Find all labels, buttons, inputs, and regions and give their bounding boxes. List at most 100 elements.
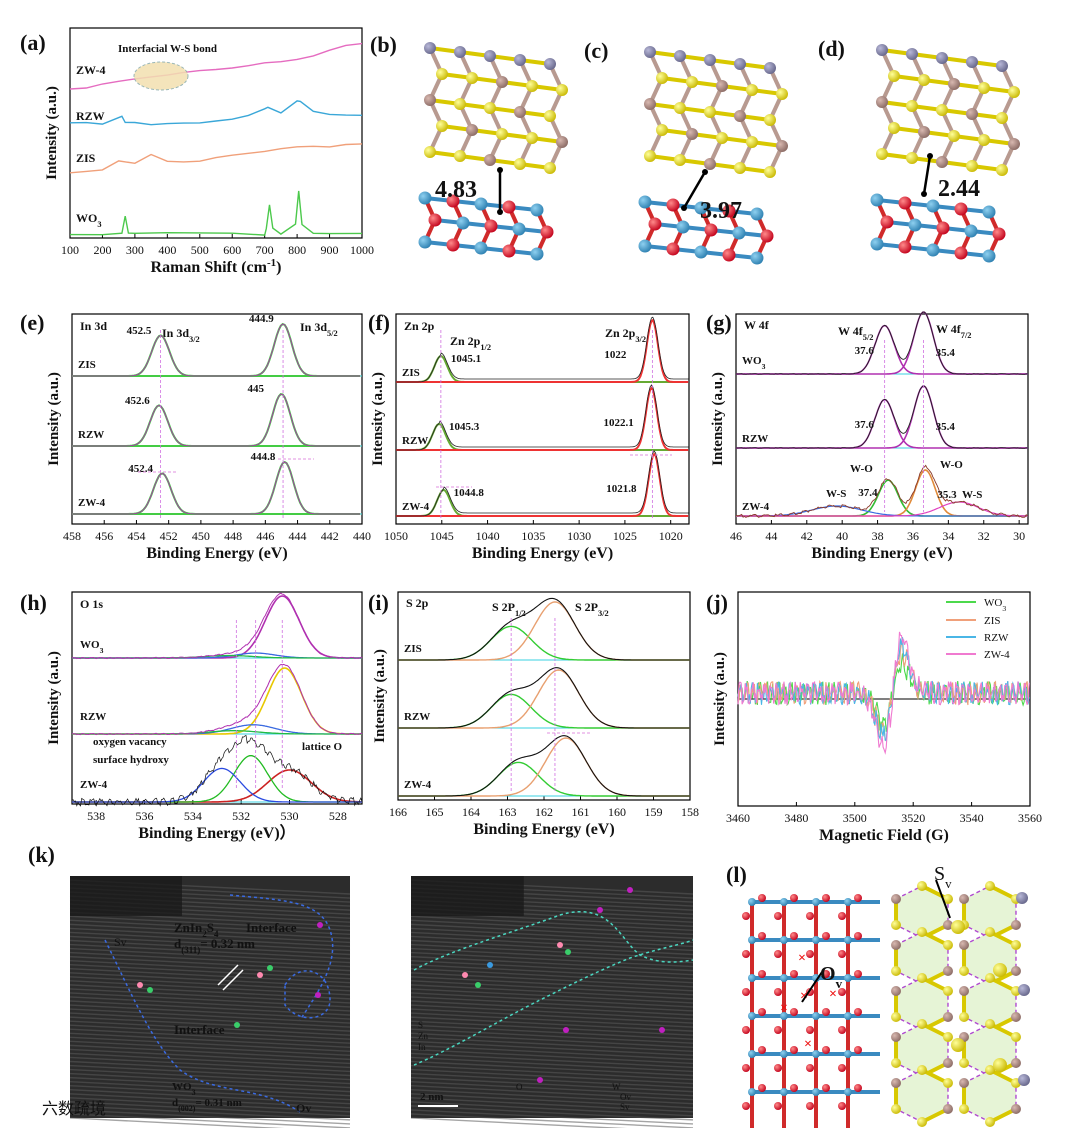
atom: [891, 986, 902, 996]
atom: [484, 50, 496, 62]
atom: [436, 120, 448, 132]
vacancy-marker: ×: [804, 1037, 812, 1052]
atom: [954, 202, 968, 216]
x-tick-label: 162: [535, 805, 553, 819]
atom: [982, 249, 996, 263]
atom: [790, 1008, 798, 1016]
envelope-line: [72, 393, 361, 447]
tem-phase-label: ZnIn2S4: [174, 920, 219, 939]
peak-value: 1045.1: [451, 353, 481, 365]
atom: [876, 148, 888, 160]
atom: [812, 1088, 820, 1096]
lattice-fringe: [69, 1048, 351, 1065]
atom: [822, 1084, 830, 1092]
x-tick-label: 3460: [726, 811, 750, 825]
atom: [790, 932, 798, 940]
atom: [1010, 920, 1021, 930]
atom: [838, 988, 846, 996]
atom: [891, 1078, 902, 1088]
atom: [959, 1012, 970, 1022]
atom: [484, 219, 498, 233]
x-tick-label: 200: [93, 243, 111, 257]
atom: [908, 218, 922, 232]
atom: [514, 54, 526, 66]
atom: [844, 936, 852, 944]
lattice-fringe: [69, 935, 351, 952]
row-label: RZW: [402, 435, 428, 447]
lattice-fringe: [69, 1016, 351, 1032]
fit-peak: [398, 761, 690, 797]
envelope-line: [396, 450, 689, 517]
atom: [758, 1008, 766, 1016]
x-axis-label: Magnetic Field (G): [819, 827, 949, 844]
plot-frame: [69, 27, 363, 239]
lattice-fringe: [410, 1036, 694, 1052]
atom: [898, 240, 912, 254]
atom: [1010, 1032, 1021, 1042]
atom: [780, 1088, 788, 1096]
lattice-fringe: [410, 976, 694, 992]
lattice-fringe: [410, 1024, 694, 1040]
peak-value: 452.6: [125, 395, 150, 407]
x-tick-label: 538: [87, 809, 105, 823]
row-label: ZW-4: [404, 779, 432, 791]
atom: [822, 932, 830, 940]
lattice-fringe: [410, 1048, 694, 1065]
lattice-fringe: [410, 1016, 694, 1032]
atom: [694, 245, 708, 259]
chart-title: S 2p: [406, 596, 429, 610]
atom: [812, 936, 820, 944]
atom: [666, 242, 680, 256]
lattice-fringe: [410, 915, 694, 931]
atom: [1010, 1104, 1021, 1114]
atom: [656, 124, 668, 136]
peak-value: 1044.8: [454, 487, 485, 499]
atom: [454, 46, 466, 58]
lattice-fringe: [410, 1020, 694, 1036]
atom: [722, 204, 736, 218]
atom: [959, 894, 970, 904]
series-line-zis: [69, 143, 363, 174]
x-tick-label: 100: [61, 243, 79, 257]
atom: [734, 162, 746, 174]
lattice-fringe: [410, 1109, 694, 1125]
x-tick-label: 444: [289, 529, 307, 543]
vacancy-marker: ×: [800, 989, 808, 1004]
atom: [556, 136, 568, 148]
dark-region: [411, 876, 524, 916]
atom: [424, 146, 436, 158]
peak-value: 1022.1: [603, 417, 633, 429]
atom-marker: [659, 1027, 665, 1033]
atom: [854, 1084, 862, 1092]
atom: [496, 76, 508, 88]
row-label: ZW-4: [742, 501, 770, 513]
atom-marker: [597, 907, 603, 913]
atom: [774, 912, 782, 920]
envelope-line: [735, 464, 1028, 518]
atom: [526, 80, 538, 92]
atom: [734, 58, 746, 70]
vacancy-marker: ×: [780, 1001, 788, 1016]
atom: [806, 1102, 814, 1110]
atom: [774, 1026, 782, 1034]
x-tick-label: 164: [462, 805, 480, 819]
atom: [474, 197, 488, 211]
vacancy-marker: ×: [798, 951, 806, 966]
fit-peak: [736, 505, 1028, 517]
panel-letter-g: (g): [706, 310, 732, 335]
atom: [951, 920, 965, 934]
atom: [812, 1012, 820, 1020]
interface-boundary: [104, 939, 301, 1113]
atom: [942, 1032, 953, 1042]
atom: [966, 108, 978, 120]
peak-value: 37.6: [855, 419, 875, 431]
atom: [891, 1058, 902, 1068]
peak-label: In 3d5/2: [300, 320, 338, 338]
ov-label: Ov: [820, 963, 843, 991]
row-label: RZW: [80, 711, 106, 723]
lattice-fringe: [410, 1052, 694, 1069]
lattice-fringe: [69, 955, 351, 972]
x-tick-label: 456: [95, 529, 113, 543]
x-tick-label: 532: [232, 809, 250, 823]
